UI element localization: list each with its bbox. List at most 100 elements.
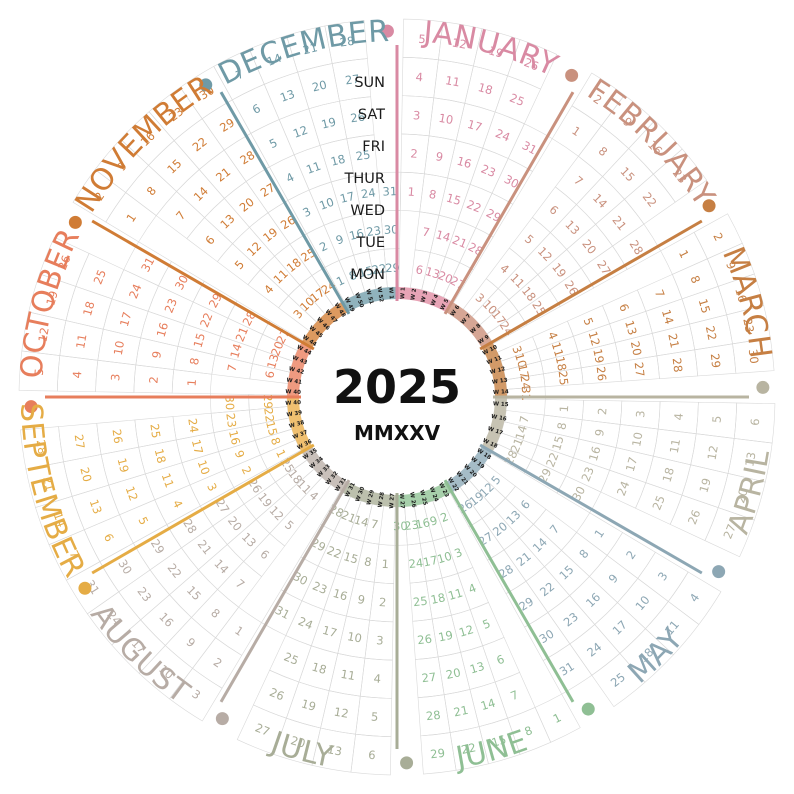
day-number: 26: [594, 366, 610, 382]
day-number: 16: [156, 610, 176, 630]
day-number: 19: [43, 289, 60, 307]
month-grid: 1234567891011121314151617181920212223242…: [72, 65, 345, 332]
day-number: 12: [244, 239, 264, 259]
day-number: 18: [80, 300, 97, 318]
day-number: 9: [606, 571, 621, 586]
day-number: 3: [655, 569, 671, 583]
week-label: W 30: [355, 486, 366, 503]
week-label: W 52: [376, 286, 384, 303]
day-number: 14: [51, 510, 69, 529]
day-number: 3: [452, 545, 464, 561]
day-number: 22: [537, 579, 557, 599]
day-number: 15: [164, 156, 184, 176]
day-number: 1: [381, 557, 389, 571]
week-label: W 1: [387, 287, 394, 299]
day-number: 13: [217, 211, 237, 231]
week-label: W 50: [353, 292, 364, 309]
month-separator: [219, 91, 351, 315]
week-label: W 5: [440, 298, 451, 311]
day-number: 18: [660, 466, 677, 484]
week-label: W 28: [378, 492, 386, 509]
day-number: 9: [723, 260, 739, 272]
day-cell: [732, 337, 775, 374]
day-number: 3: [189, 687, 203, 703]
day-number: 13: [239, 530, 259, 550]
day-number: 19: [115, 456, 132, 474]
month-dot: [581, 702, 595, 716]
day-number: 24: [493, 126, 512, 144]
day-number: 20: [311, 77, 329, 94]
day-number: 9: [334, 232, 346, 248]
day-cell: [324, 20, 368, 64]
month-dot: [400, 756, 414, 770]
day-number: 7: [233, 576, 248, 591]
day-number: 30: [384, 222, 399, 237]
day-number: 9: [356, 592, 366, 607]
week-label: W 2: [410, 288, 418, 301]
day-number: 25: [282, 649, 301, 667]
day-number: 28: [339, 34, 355, 50]
day-number: 28: [425, 708, 441, 724]
month-separator: [479, 443, 703, 575]
month-dot: [756, 380, 770, 394]
day-number: 20: [289, 733, 307, 750]
day-number: 27: [72, 433, 88, 449]
day-number: 10: [317, 195, 336, 213]
day-number: 7: [173, 208, 188, 223]
day-number: 2: [211, 655, 225, 671]
day-number: 4: [687, 591, 703, 605]
month-name: JANUARY: [420, 15, 563, 84]
day-number: 29: [148, 537, 168, 557]
day-number: 7: [225, 363, 240, 373]
day-number: 8: [347, 268, 359, 284]
day-number: 21: [40, 475, 57, 493]
day-number: 30: [222, 395, 237, 410]
day-number: 2: [317, 239, 330, 255]
day-number: 4: [671, 413, 685, 421]
day-number: 15: [556, 562, 576, 582]
day-number: 18: [429, 590, 446, 607]
day-number: 5: [232, 257, 247, 272]
week-label: W 27: [398, 493, 405, 509]
day-number: 5: [370, 710, 378, 724]
day-number: 28: [627, 237, 647, 257]
day-number: 9: [184, 635, 199, 650]
month-name: SEPTEMBER: [13, 402, 92, 583]
day-number: 26: [456, 497, 476, 517]
week-label: W 3: [420, 290, 429, 303]
weekday-label: FRI: [362, 139, 385, 155]
day-number: 19: [549, 260, 569, 280]
day-number: 1: [569, 123, 583, 139]
weekday-label: SAT: [358, 107, 385, 123]
day-number: 6: [202, 233, 217, 248]
day-number: 27: [594, 258, 614, 278]
day-number: 2: [146, 376, 160, 384]
day-number: 23: [223, 412, 239, 428]
day-number: 21: [452, 703, 469, 720]
day-number: 3: [204, 481, 220, 494]
day-number: 9: [428, 513, 439, 529]
day-number: 2: [595, 407, 609, 415]
day-number: 8: [576, 547, 591, 562]
day-number: 8: [523, 723, 535, 739]
day-number: 7: [652, 288, 668, 300]
day-number: 26: [55, 253, 73, 272]
day-number: 28: [670, 357, 686, 373]
day-number: 22: [465, 197, 484, 215]
day-number: 17: [422, 553, 439, 570]
day-number: 17: [610, 617, 630, 637]
day-number: 16: [586, 445, 603, 463]
day-number: 16: [331, 586, 349, 603]
week-label: W 4: [430, 294, 440, 307]
day-number: 31: [138, 255, 157, 274]
day-number: 14: [191, 184, 211, 204]
day-number: 7: [517, 415, 532, 425]
day-number: 7: [509, 687, 521, 703]
day-number: 8: [596, 144, 611, 159]
day-number: 28: [34, 439, 50, 455]
day-cell: [420, 732, 457, 775]
week-band-segment: [482, 342, 507, 397]
day-number: 8: [554, 421, 569, 431]
